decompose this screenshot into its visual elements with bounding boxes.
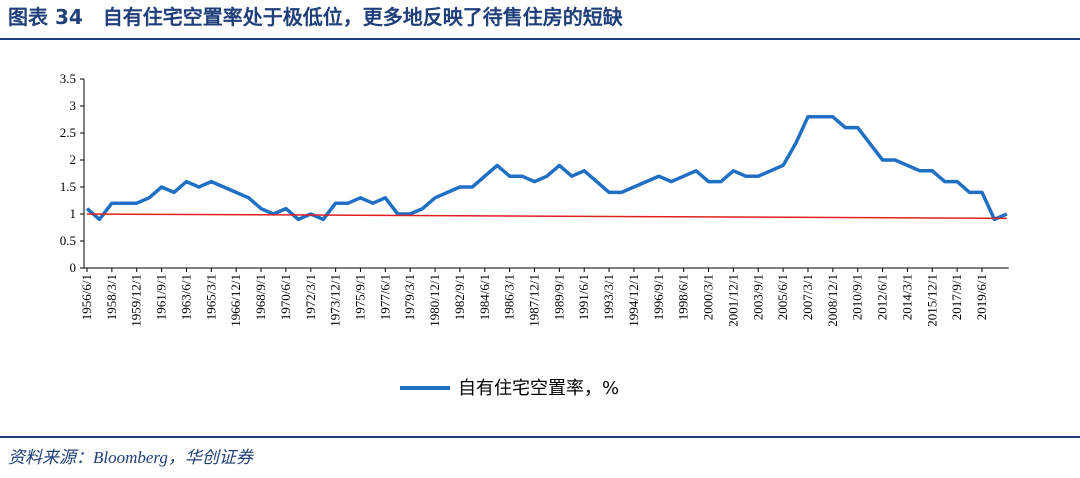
y-tick-label: 2.5 [60, 125, 76, 140]
data-line [85, 115, 1008, 222]
x-tick-label: 1959/12/1 [129, 274, 144, 327]
x-tick-label: 2017/9/1 [949, 274, 964, 320]
chart-title: 图表 34 自有住宅空置率处于极低位，更多地反映了待售住房的短缺 [8, 5, 624, 29]
legend-label: 自有住宅空置率，% [458, 378, 619, 399]
x-tick-label: 2015/12/1 [924, 274, 939, 327]
x-tick-label: 2010/9/1 [850, 274, 865, 320]
x-tick-label: 1961/9/1 [154, 274, 169, 320]
x-tick-label: 1998/6/1 [676, 274, 691, 320]
x-tick-label: 1973/12/1 [328, 274, 343, 327]
x-tick-label: 1980/12/1 [427, 274, 442, 327]
x-tick-label: 1991/6/1 [576, 274, 591, 320]
x-tick-label: 2003/9/1 [750, 274, 765, 320]
x-tick-label: 1958/3/1 [104, 274, 119, 320]
x-tick-label: 1996/9/1 [651, 274, 666, 320]
y-tick-label: 1 [70, 206, 77, 221]
source: 资料来源：Bloomberg，华创证券 [8, 448, 255, 467]
x-tick-label: 1972/3/1 [303, 274, 318, 320]
x-tick-label: 1994/12/1 [626, 274, 641, 327]
x-tick-label: 1975/9/1 [352, 274, 367, 320]
x-tick-label: 1956/6/1 [79, 274, 94, 320]
x-tick-label: 1989/9/1 [551, 274, 566, 320]
x-tick-label: 2001/12/1 [725, 274, 740, 327]
y-tick-label: 3 [70, 98, 77, 113]
x-tick-label: 2000/3/1 [701, 274, 716, 320]
x-tick-label: 2014/3/1 [899, 274, 914, 320]
y-tick-label: 1.5 [60, 179, 76, 194]
x-tick-label: 1977/6/1 [377, 274, 392, 320]
x-tick-label: 2005/6/1 [775, 274, 790, 320]
x-tick-label: 1986/3/1 [502, 274, 517, 320]
x-tick-label: 1968/9/1 [253, 274, 268, 320]
x-tick-label: 1966/12/1 [228, 274, 243, 327]
y-tick-label: 2 [70, 152, 77, 167]
x-tick-label: 2012/6/1 [875, 274, 890, 320]
x-tick-label: 1984/6/1 [477, 274, 492, 320]
x-tick-label: 2007/3/1 [800, 274, 815, 320]
x-tick-label: 1982/9/1 [452, 274, 467, 320]
y-tick-label: 0.5 [60, 233, 76, 248]
x-tick-label: 1970/6/1 [278, 274, 293, 320]
x-tick-label: 1987/12/1 [527, 274, 542, 327]
x-tick-label: 2019/6/1 [974, 274, 989, 320]
trend-line [86, 213, 1007, 220]
x-tick-label: 1979/3/1 [402, 274, 417, 320]
y-tick-label: 0 [70, 260, 77, 275]
x-tick-label: 1993/3/1 [601, 274, 616, 320]
x-tick-label: 2008/12/1 [825, 274, 840, 327]
x-tick-label: 1963/6/1 [178, 274, 193, 320]
y-tick-label: 3.5 [60, 71, 76, 86]
x-tick-label: 1965/3/1 [203, 274, 218, 320]
